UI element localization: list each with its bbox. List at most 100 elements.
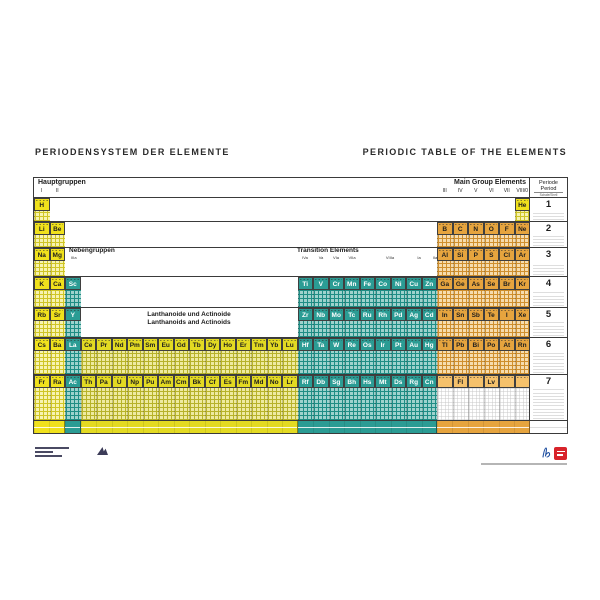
period-number: 4	[545, 278, 552, 289]
element-cell: Eu	[158, 338, 174, 351]
element-shell-grid	[313, 388, 329, 420]
element-shell-grid	[189, 351, 205, 374]
empty-shell-area	[158, 290, 174, 307]
element-shell-grid	[406, 351, 422, 374]
element-shell-grid	[390, 290, 406, 307]
element-cell: Dy	[204, 338, 220, 351]
empty-shell-area	[282, 211, 298, 221]
element-cell: La	[65, 338, 81, 351]
element-cell: Cm	[173, 375, 189, 388]
element-symbol: Bk	[192, 378, 201, 386]
element-cell: Xe	[514, 308, 530, 321]
element-shell-grid	[266, 351, 282, 374]
element-symbol: Ac	[68, 378, 77, 386]
empty-shell-area	[96, 261, 112, 276]
element-symbol: Er	[239, 341, 247, 349]
empty-shell-area	[266, 290, 282, 307]
element-symbol: Ru	[362, 311, 372, 319]
element-symbol: Ne	[518, 225, 527, 233]
empty-shell-area	[421, 235, 437, 247]
empty-cell	[205, 222, 221, 235]
empty-cell	[189, 222, 205, 235]
element-cell: Sc	[65, 277, 81, 290]
element-symbol: F	[504, 225, 509, 233]
legend-segment-p-block	[437, 421, 530, 433]
element-shell-grid	[468, 351, 484, 374]
element-shell-grid	[437, 351, 453, 374]
element-shell-grid	[173, 388, 189, 420]
element-cell: Md	[251, 375, 267, 388]
element-symbol: Re	[347, 341, 356, 349]
empty-shell-area	[158, 211, 174, 221]
element-cell: Cf	[204, 375, 220, 388]
shell-lines	[533, 291, 564, 306]
element-symbol: Tb	[192, 341, 201, 349]
element-symbol: Db	[316, 378, 326, 386]
empty-cell	[189, 198, 205, 211]
empty-cell	[267, 198, 283, 211]
element-cell: Sg	[328, 375, 344, 388]
element-cell: Fe	[359, 277, 375, 290]
element-symbol: Sg	[332, 378, 341, 386]
element-cell: Pr	[96, 338, 112, 351]
empty-cell	[96, 277, 112, 290]
element-cell: Y	[65, 308, 81, 321]
element-symbol: Pa	[99, 378, 108, 386]
empty-cell	[112, 222, 128, 235]
element-symbol: Hf	[301, 341, 309, 349]
empty-shell-area	[65, 235, 81, 247]
empty-shell-area	[235, 290, 251, 307]
empty-shell-area	[127, 290, 143, 307]
element-symbol: Xe	[518, 311, 527, 319]
group-numeral: II	[55, 188, 59, 194]
element-cell: Al	[437, 248, 453, 261]
element-shell-grid	[313, 351, 329, 374]
period-number-cell: 3	[529, 248, 567, 276]
element-symbol: I	[505, 311, 508, 319]
empty-cell	[406, 222, 422, 235]
empty-cell	[422, 198, 438, 211]
empty-cell	[406, 198, 422, 211]
element-symbol: Dy	[208, 341, 217, 349]
element-cell: Mo	[328, 308, 344, 321]
element-symbol: Rb	[37, 311, 47, 319]
empty-shell-area	[499, 211, 515, 221]
empty-cell	[158, 248, 174, 261]
element-shell-grid	[282, 351, 298, 374]
element-shell-grid	[65, 290, 81, 307]
empty-shell-area	[158, 235, 174, 247]
legend-segment-f-block	[80, 421, 298, 433]
element-shell-grid	[204, 351, 220, 374]
element-shell-grid	[49, 261, 65, 276]
empty-shell-area	[173, 235, 189, 247]
element-cell: Ba	[49, 338, 65, 351]
empty-cell	[189, 248, 205, 261]
element-symbol: Hg	[424, 341, 434, 349]
empty-cell	[375, 198, 391, 211]
element-shell-grid	[499, 261, 515, 276]
element-symbol: Sc	[68, 280, 77, 288]
empty-shell-area	[344, 235, 360, 247]
empty-shell-area	[251, 261, 267, 276]
transition-numeral: IVa	[302, 255, 308, 260]
element-shell-grid	[421, 388, 437, 420]
element-cell: Si	[452, 248, 468, 261]
element-shell-grid	[421, 290, 437, 307]
element-cell: Co	[375, 277, 391, 290]
period-number-cell: 7	[529, 375, 567, 420]
empty-shell-area	[142, 261, 158, 276]
element-cell: Ce	[80, 338, 96, 351]
legend-segment-s-block	[34, 421, 65, 433]
element-cell: Mg	[49, 248, 65, 261]
element-symbol: Nd	[114, 341, 124, 349]
empty-cell	[391, 198, 407, 211]
element-symbol: Ds	[394, 378, 403, 386]
main-groups-label-english: Main Group Elements	[454, 179, 526, 186]
element-shell-grid	[297, 388, 313, 420]
empty-shell-area	[344, 211, 360, 221]
empty-shell-area	[328, 211, 344, 221]
element-shell-grid	[173, 351, 189, 374]
element-symbol: S	[489, 251, 494, 259]
element-shell-grid	[468, 261, 484, 276]
empty-shell-area	[406, 235, 422, 247]
